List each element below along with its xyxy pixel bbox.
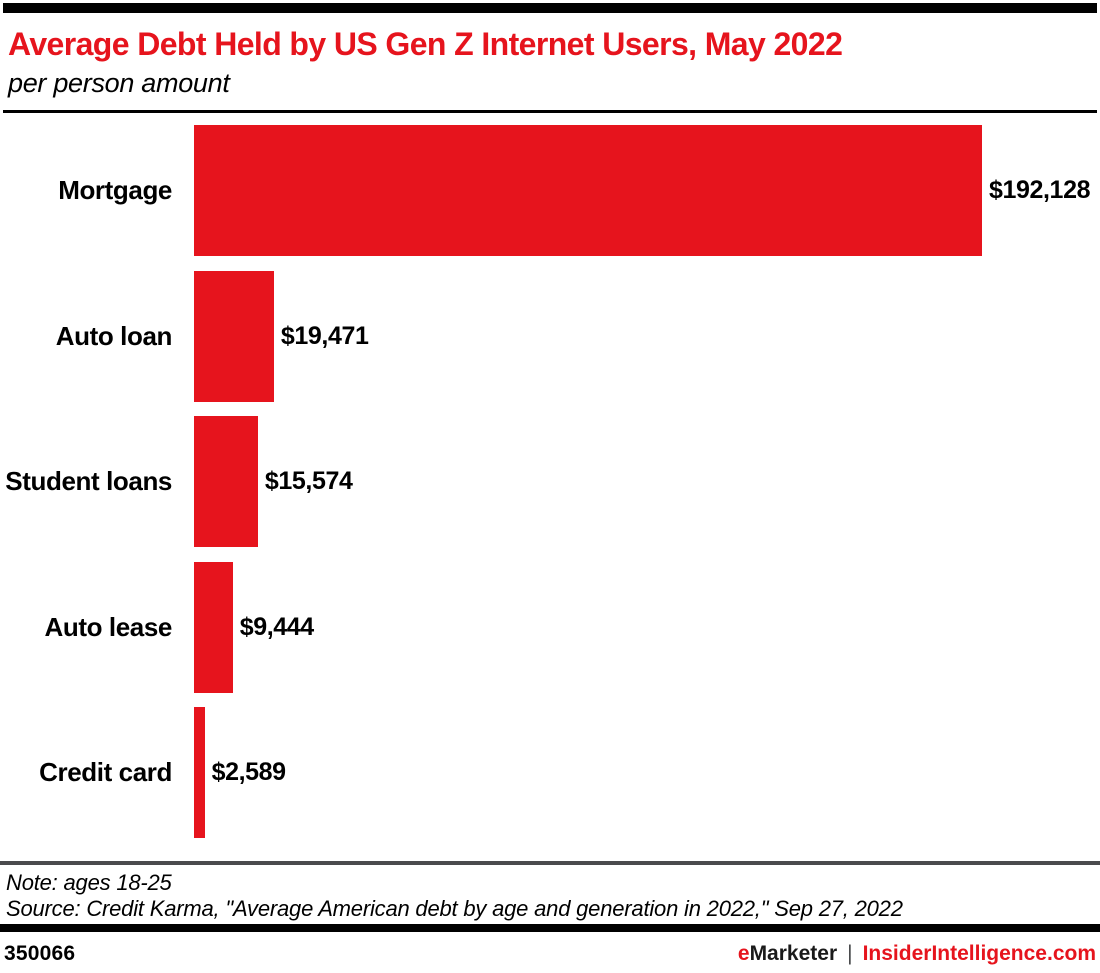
category-label: Auto loan [55, 320, 173, 351]
bar-student-loans [194, 416, 258, 547]
emarketer-logo-name: Marketer [749, 942, 838, 965]
top-accent-bar [3, 3, 1097, 13]
chart-id: 350066 [4, 942, 76, 965]
bar-auto-loan [194, 270, 274, 402]
category-label: Mortgage [58, 175, 172, 205]
chart-footer: Note: ages 18-25 Source: Credit Karma, "… [0, 861, 1100, 966]
bar-chart: Mortgage $192,128 Auto loan $19,471 Stud… [0, 113, 1100, 838]
footer-divider [0, 861, 1100, 865]
chart-row-student-loans: Student loans $15,574 [0, 416, 1100, 547]
chart-row-credit-card: Credit card $2,589 [0, 707, 1100, 838]
chart-row-mortgage: Mortgage $192,128 [0, 125, 1100, 256]
insider-intelligence-link[interactable]: InsiderIntelligence.com [862, 942, 1096, 965]
chart-page: Average Debt Held by US Gen Z Internet U… [0, 3, 1100, 973]
value-label: $19,471 [280, 321, 369, 350]
value-label: $15,574 [264, 467, 353, 495]
value-label: $2,589 [211, 758, 286, 786]
emarketer-logo-prefix: e [737, 942, 750, 965]
chart-header: Average Debt Held by US Gen Z Internet U… [0, 25, 1100, 101]
chart-source: Source: Credit Karma, "Average American … [6, 896, 903, 921]
value-label: $192,128 [989, 176, 1091, 204]
brand-separator: | [847, 942, 853, 965]
chart-subtitle: per person amount [8, 68, 230, 98]
category-label: Credit card [39, 757, 172, 787]
chart-row-auto-lease: Auto lease $9,444 [0, 561, 1100, 693]
footer-accent-bar [0, 924, 1100, 932]
note-block: Note: ages 18-25 Source: Credit Karma, "… [0, 870, 1100, 922]
bar-credit-card [194, 707, 205, 838]
brand-lockup: eMarketer | InsiderIntelligence.com [738, 942, 1096, 966]
footer-bottom-row: 350066 eMarketer | InsiderIntelligence.com [0, 942, 1100, 966]
chart-note: Note: ages 18-25 [6, 870, 172, 895]
bar-mortgage [194, 125, 982, 256]
header-divider [3, 110, 1097, 113]
chart-row-auto-loan: Auto loan $19,471 [0, 270, 1100, 402]
category-label: Student loans [5, 466, 172, 496]
value-label: $9,444 [239, 612, 314, 641]
category-label: Auto lease [44, 611, 173, 642]
page-title: Average Debt Held by US Gen Z Internet U… [8, 26, 843, 62]
bar-auto-lease [194, 561, 233, 693]
